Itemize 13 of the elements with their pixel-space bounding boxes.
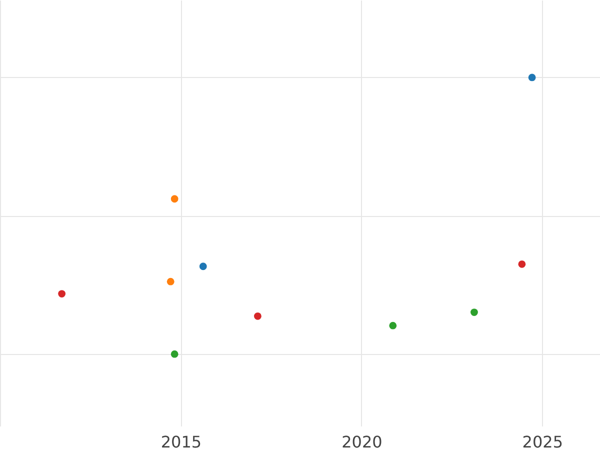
point [170,195,178,203]
x-tick-label: 2025 [522,432,564,450]
x-tick-label: 2020 [342,432,382,450]
point [58,290,66,298]
point [199,262,207,270]
point [254,312,262,320]
point [528,74,536,82]
point [166,278,174,286]
point [170,350,178,358]
point [518,260,526,268]
point [389,322,397,330]
x-tick-label: 2015 [160,432,202,450]
point [470,308,478,316]
